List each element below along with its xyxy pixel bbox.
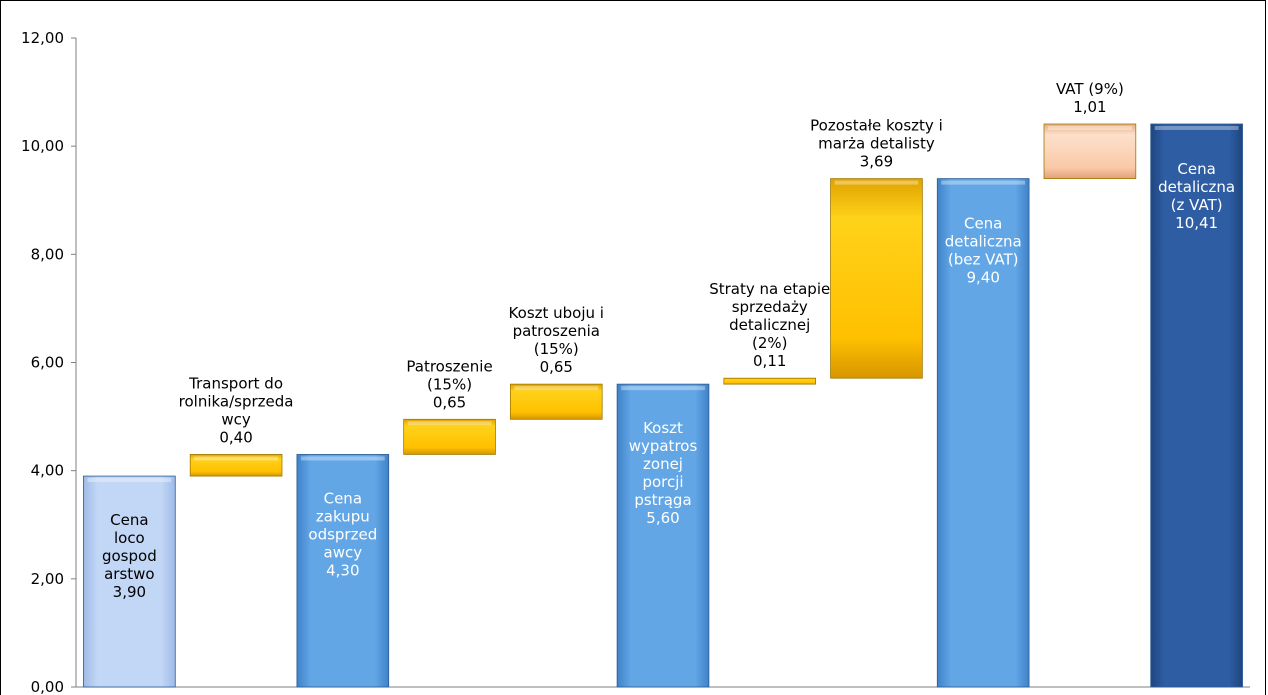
bar-category-label: wcy xyxy=(221,410,251,428)
bar-category-label: odsprzed xyxy=(308,525,377,543)
bar-bevel xyxy=(87,478,172,483)
increment-bar xyxy=(403,418,496,455)
bar-category-label: Transport do xyxy=(188,374,283,392)
bar-category-label: Cena xyxy=(1177,160,1215,178)
bar-value-label: 4,30 xyxy=(326,561,359,579)
y-tick-label: 8,00 xyxy=(31,245,64,263)
bar-bevel xyxy=(834,180,919,185)
total-bar xyxy=(296,454,390,688)
bar-bevel xyxy=(941,180,1026,185)
bar-bevel xyxy=(1048,125,1132,130)
bar-category-label: porcji xyxy=(642,473,683,491)
bar-value-label: 9,40 xyxy=(966,269,999,287)
bar-category-label: zakupu xyxy=(316,507,370,525)
bars-layer xyxy=(83,123,1243,688)
bar-value-label: 0,40 xyxy=(219,428,252,446)
bar-category-label: marża detalisty xyxy=(818,135,935,153)
bar-category-label: detalicznej xyxy=(729,316,810,334)
total-bar xyxy=(616,383,710,688)
y-tick-label: 2,00 xyxy=(31,570,64,588)
bar-value-label: 5,60 xyxy=(646,509,679,527)
bar-value-label: 0,65 xyxy=(540,358,573,376)
increment-bar xyxy=(723,377,817,385)
y-tick-label: 4,00 xyxy=(31,462,64,480)
bar-value-label: 1,01 xyxy=(1073,98,1106,116)
bar-category-label: Patroszenie xyxy=(406,357,492,375)
total-bar xyxy=(1150,123,1243,688)
bar-category-label: Pozostałe koszty i xyxy=(810,117,943,135)
bar-category-label: detaliczna xyxy=(945,233,1022,251)
bar-category-label: patroszenia xyxy=(513,322,600,340)
bar-category-label: arstwo xyxy=(104,565,155,583)
increment-bar xyxy=(189,454,283,477)
bar-category-label: (bez VAT) xyxy=(948,251,1019,269)
bar-bevel xyxy=(300,456,385,461)
total-bar xyxy=(936,178,1030,688)
y-tick-label: 0,00 xyxy=(31,678,64,695)
increment-bar xyxy=(1043,123,1137,180)
bar-bevel xyxy=(621,386,705,391)
bar-category-label: (z VAT) xyxy=(1171,196,1223,214)
bar-category-label: VAT (9%) xyxy=(1056,80,1124,98)
bar-category-label: Koszt uboju i xyxy=(509,304,604,322)
increment-bar xyxy=(830,178,923,379)
bar-bevel xyxy=(407,421,492,426)
bar-category-label: Cena xyxy=(324,489,362,507)
bar-category-label: awcy xyxy=(324,543,363,561)
bar-category-label: (2%) xyxy=(752,334,788,352)
bar-category-label: zonej xyxy=(643,455,683,473)
bar-value-label: 0,11 xyxy=(753,352,786,370)
bar-category-label: (15%) xyxy=(427,375,472,393)
bar-bevel xyxy=(1154,125,1239,130)
y-tick-label: 10,00 xyxy=(21,137,64,155)
bar-category-label: detaliczna xyxy=(1158,178,1235,196)
bar-value-label: 3,90 xyxy=(113,583,146,601)
y-axis: 0,00 2,00 4,00 6,00 8,00 10,00 12,00 xyxy=(21,29,1250,695)
bar-category-label: gospod xyxy=(102,547,157,565)
bar-bevel xyxy=(194,456,278,461)
bar-category-label: loco xyxy=(114,529,145,547)
bar-category-label: rolnika/sprzeda xyxy=(179,392,294,410)
bar-category-label: Cena xyxy=(964,215,1002,233)
bar-value-label: 3,69 xyxy=(860,153,893,171)
bar-category-label: Koszt xyxy=(643,419,683,437)
bar-value-label: 10,41 xyxy=(1175,214,1218,232)
total-bar xyxy=(83,475,176,688)
bar-category-label: Straty na etapie xyxy=(709,280,830,298)
y-tick-label: 6,00 xyxy=(31,354,64,372)
bar-category-label: sprzedaży xyxy=(732,298,808,316)
bar-value-label: 0,65 xyxy=(433,393,466,411)
bar-category-label: Cena xyxy=(110,511,148,529)
bar-category-label: wypatros xyxy=(629,437,698,455)
bar-category-label: pstrąga xyxy=(634,491,691,509)
y-tick-label: 12,00 xyxy=(21,29,64,47)
increment-bar xyxy=(509,383,603,420)
bar-bevel xyxy=(514,386,599,391)
bar-category-label: (15%) xyxy=(534,340,579,358)
